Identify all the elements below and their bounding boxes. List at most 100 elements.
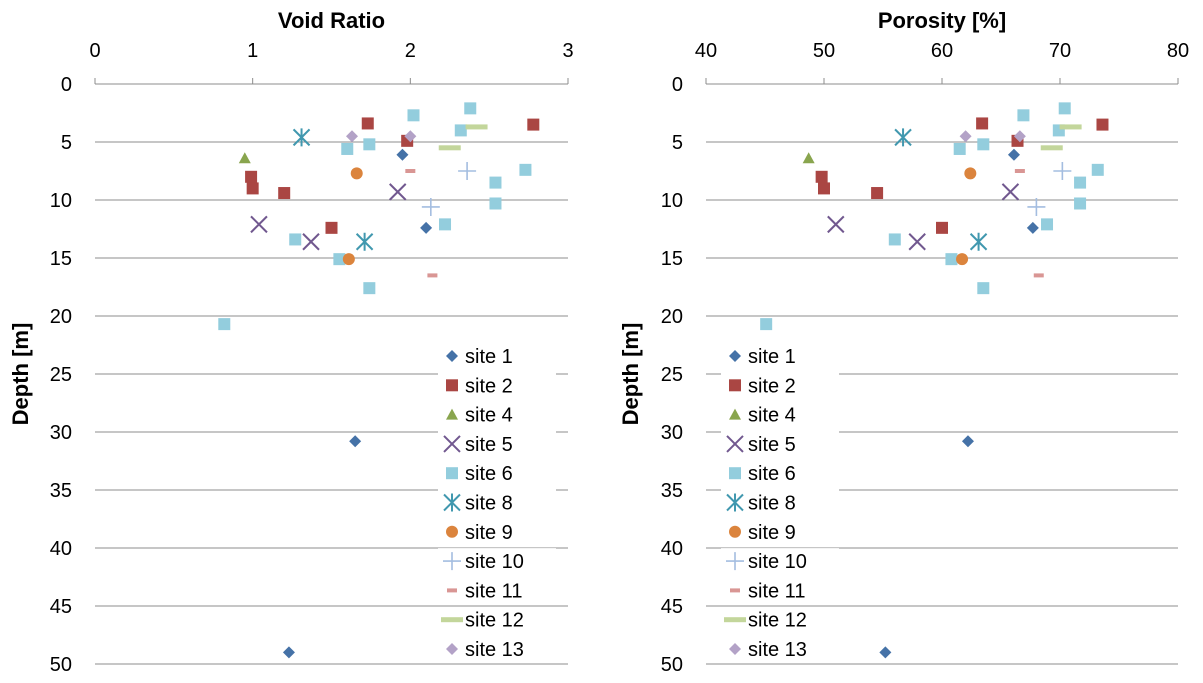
data-point [218,318,231,331]
x-tick-label: 80 [1167,40,1189,62]
data-point [363,138,376,151]
data-point [246,182,259,195]
data-point [1017,109,1030,122]
y-tick-label: 30 [661,422,683,444]
data-point [427,273,438,278]
data-point [964,167,977,180]
y-tick-label: 45 [661,596,683,618]
series-site-11 [405,169,438,278]
legend-bg [721,430,839,457]
data-point [333,253,346,266]
series-site-12 [1040,124,1082,151]
y-tick-label: 35 [661,480,683,502]
data-point [969,232,988,251]
data-point [871,187,884,200]
legend-marker [729,350,741,362]
legend-label: site 9 [748,522,796,544]
y-tick-label: 0 [672,74,683,96]
chart-title: Porosity [%] [878,8,1006,33]
y-tick-label: 5 [61,132,72,154]
legend-marker [443,552,461,571]
legend-marker [726,552,744,571]
data-point [1033,273,1044,278]
data-point [405,169,416,173]
legend-label: site 11 [465,580,522,602]
data-point [458,162,477,180]
legend-label: site 9 [465,522,513,544]
series-site-6 [760,102,1104,331]
y-tick-label: 30 [50,422,72,444]
data-point [363,282,376,295]
legend-marker [443,435,461,453]
data-point [888,233,901,246]
data-point [959,130,972,143]
data-point [977,138,990,151]
x-tick-label: 0 [89,40,100,62]
data-point [1040,145,1063,151]
data-point [349,435,362,448]
data-point [1027,197,1046,216]
data-point [238,152,251,164]
legend-bg [438,430,556,457]
y-tick-label: 10 [661,190,683,212]
y-tick-label: 45 [50,596,72,618]
data-point [1059,124,1082,130]
data-point [527,118,540,131]
data-point [302,233,320,251]
data-point [760,318,773,331]
data-point [977,282,990,295]
legend-marker [446,525,458,538]
data-point [1026,221,1039,234]
data-point [956,253,969,266]
series-site-12 [438,124,488,151]
series-site-2 [245,117,540,234]
legend-marker [726,435,744,453]
data-point [420,221,433,234]
data-point [1013,130,1026,143]
legend-marker [729,408,741,420]
legend-marker [447,588,457,593]
data-point [465,124,488,130]
data-point [489,197,502,210]
data-point [894,128,912,147]
x-tick-label: 1 [247,40,258,62]
legend-label: site 1 [465,346,513,368]
data-point [1074,176,1087,189]
data-point [936,221,948,234]
legend: site 1 site 2 site 4 site 5 site 6 site 8 site… [438,343,556,662]
series-site-8 [894,128,988,251]
x-tick-label: 2 [405,40,416,62]
legend-marker [724,617,746,623]
chart-panel-2: Porosity [%] 40 50 60 70 80 0 5 10 15 20 25 30 35 40 45… [618,8,1189,676]
data-point [879,646,892,659]
legend-marker [443,493,461,512]
x-tick-label: 70 [1049,40,1071,62]
x-tick-label: 3 [562,40,573,62]
legend-label: site 4 [748,405,796,427]
legend-label: site 2 [748,375,796,397]
data-point [404,130,417,143]
data-point [1053,162,1072,180]
legend-label: site 13 [748,639,807,661]
data-point [1096,118,1109,131]
legend-bg [438,489,556,516]
data-point [1091,163,1104,176]
legend-marker [726,493,744,512]
legend-label: site 13 [465,639,524,661]
series-site-2 [815,117,1109,234]
series-site-1 [282,148,433,659]
data-point [1041,218,1054,231]
series-site-5 [250,183,407,251]
data-point [1014,169,1025,173]
data-point [396,148,409,161]
y-tick-label: 40 [50,538,72,560]
y-tick-label: 25 [661,364,683,386]
data-point [407,109,420,122]
series-site-9 [342,167,363,266]
legend-marker [446,350,458,362]
legend-label: site 1 [748,346,796,368]
series-site-10 [421,162,477,216]
data-point [438,145,461,151]
data-point [1058,102,1071,115]
